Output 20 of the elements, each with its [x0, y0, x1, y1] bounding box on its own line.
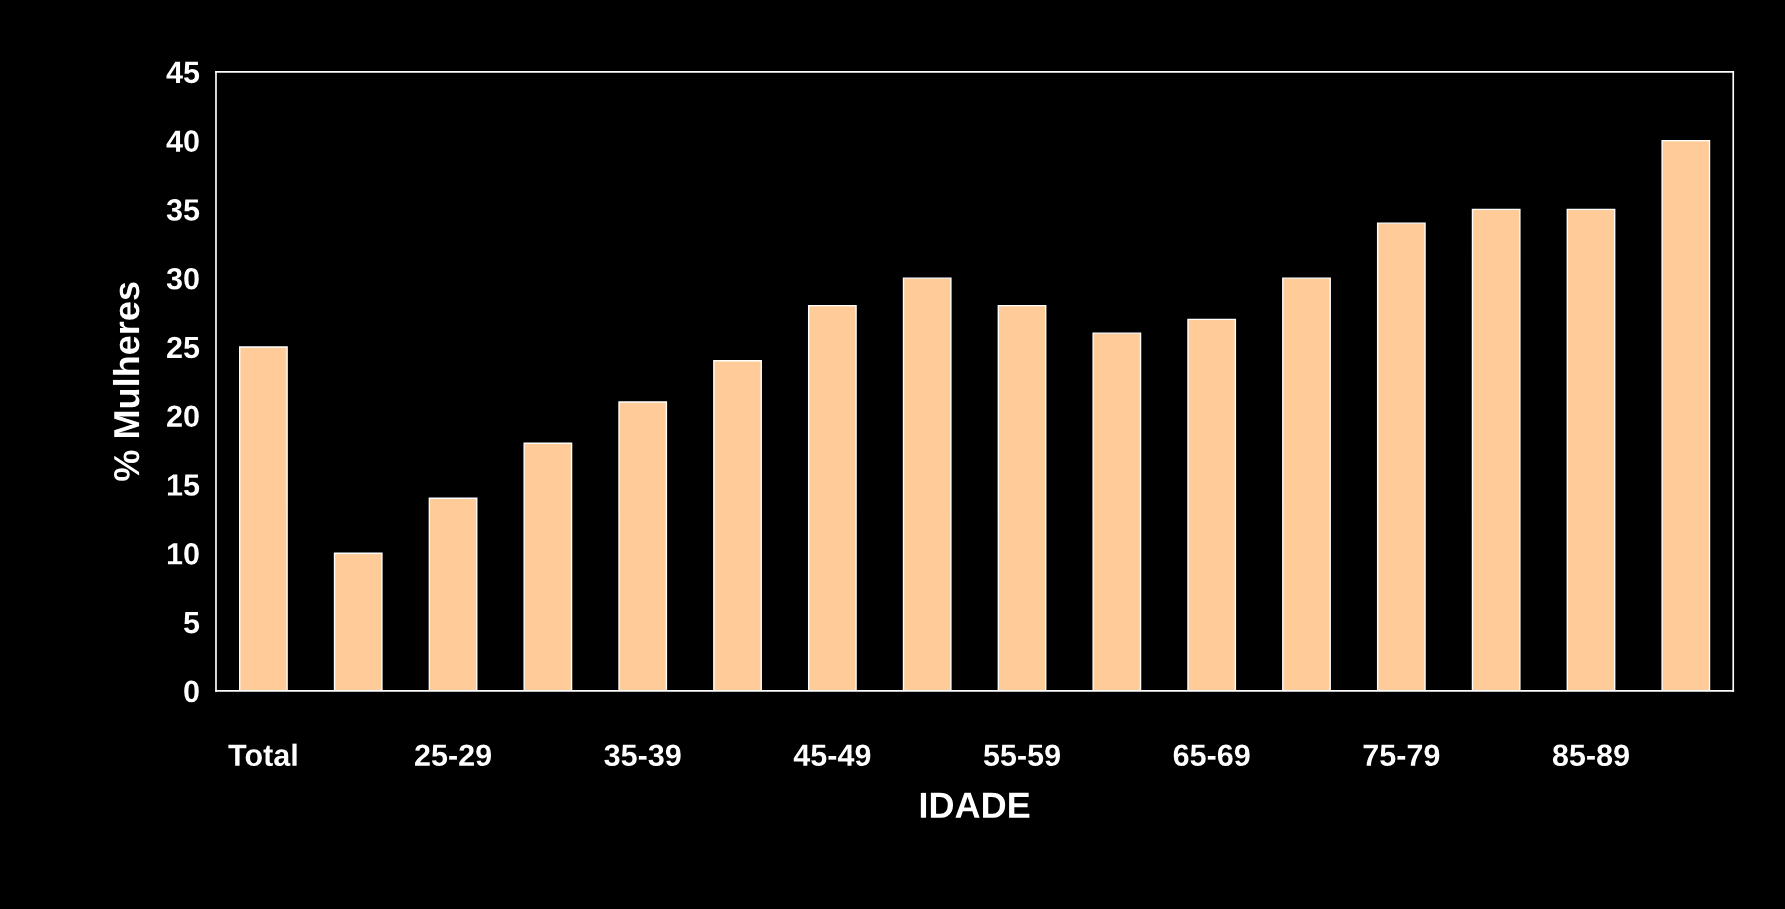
x-tick-label: 35-39: [604, 744, 681, 767]
y-tick-label: 0: [184, 680, 199, 703]
x-axis-title: IDADE: [920, 792, 1030, 818]
y-tick-label: 10: [167, 543, 199, 565]
y-tick-label: 20: [167, 405, 199, 428]
y-tick-label: 45: [166, 61, 200, 84]
y-tick-label: 5: [183, 612, 200, 634]
y-tick-label: 35: [166, 199, 200, 221]
y-tick-label: 30: [166, 267, 199, 290]
y-axis-title: % Mulheres: [112, 282, 140, 481]
y-tick-label: 40: [166, 130, 199, 152]
x-tick-label: 45-49: [793, 744, 871, 767]
y-tick-label: 15: [167, 474, 200, 496]
x-tick-label: 25-29: [415, 744, 491, 767]
x-tick-label: 85-89: [1552, 744, 1629, 767]
x-tick-label: 55-59: [983, 744, 1060, 767]
x-tick-label: Total: [228, 743, 297, 767]
y-tick-label: 25: [167, 336, 200, 359]
x-tick-label: 75-79: [1363, 744, 1440, 767]
x-tick-label: 65-69: [1173, 744, 1250, 767]
